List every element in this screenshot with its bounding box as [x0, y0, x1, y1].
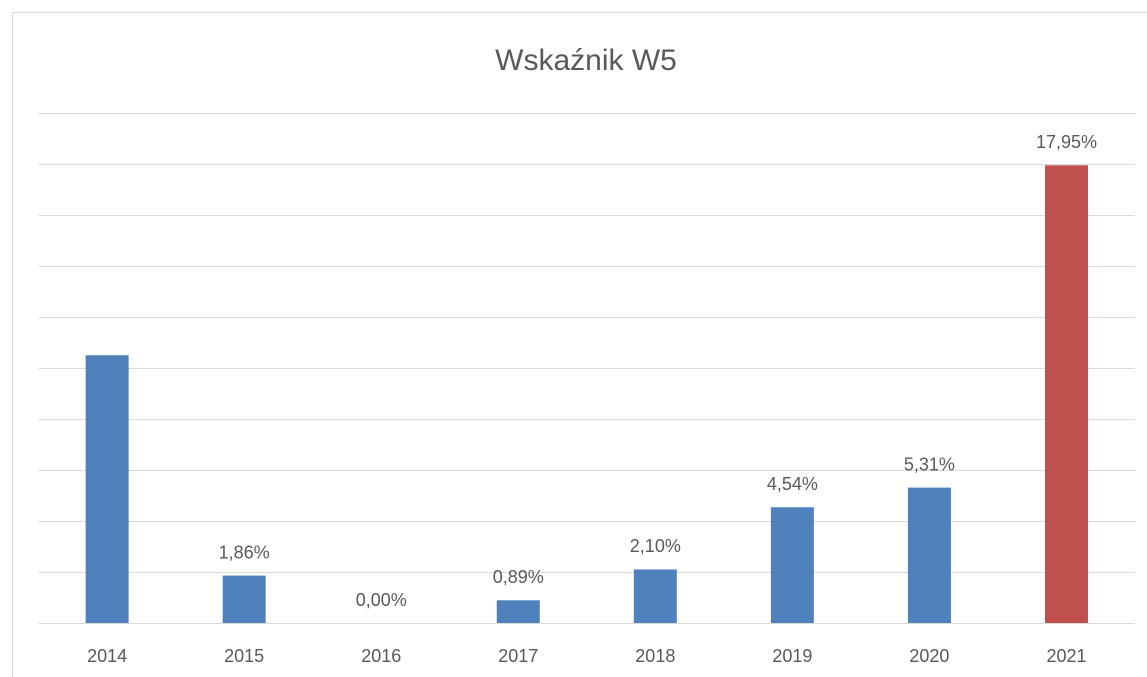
data-label: 5,31%: [904, 454, 955, 474]
chart-title: Wskaźnik W5: [495, 44, 677, 77]
x-tick-label: 2014: [87, 646, 127, 666]
x-tick-label: 2018: [635, 646, 675, 666]
bar: [1044, 165, 1088, 623]
bar: [496, 600, 540, 623]
data-label: 17,95%: [1036, 132, 1097, 152]
data-label: 4,54%: [767, 474, 818, 494]
data-label: 0,89%: [493, 567, 544, 587]
bar: [222, 575, 266, 623]
x-tick-label: 2017: [498, 646, 538, 666]
bar: [770, 507, 814, 623]
data-label: 2,10%: [630, 536, 681, 556]
data-label: 0,00%: [356, 590, 407, 610]
x-tick-label: 2021: [1046, 646, 1086, 666]
x-tick-label: 2015: [224, 646, 264, 666]
bar: [85, 355, 129, 623]
x-tick-label: 2016: [361, 646, 401, 666]
data-label: 1,86%: [219, 542, 270, 562]
chart-frame: [12, 12, 1147, 677]
bar: [907, 487, 951, 623]
bar: [633, 569, 677, 623]
x-tick-label: 2019: [772, 646, 812, 666]
x-tick-label: 2020: [909, 646, 949, 666]
